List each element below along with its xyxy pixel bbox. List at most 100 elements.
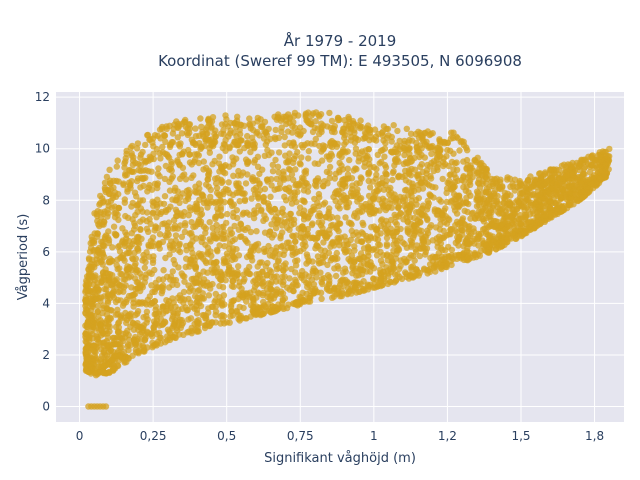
data-point: [371, 284, 379, 291]
data-point: [342, 149, 349, 156]
data-point: [272, 224, 280, 232]
data-point: [400, 216, 407, 223]
data-point: [591, 157, 599, 164]
data-point: [83, 329, 90, 336]
y-tick-label: 6: [42, 245, 50, 259]
x-tick-label: 0,75: [287, 429, 314, 443]
data-point: [186, 190, 193, 197]
data-point: [326, 205, 333, 212]
data-point: [118, 271, 126, 278]
y-tick-label: 4: [42, 296, 50, 310]
data-point: [212, 215, 219, 222]
data-point: [115, 288, 122, 296]
data-point: [227, 226, 234, 233]
data-point: [146, 215, 153, 223]
data-point: [267, 292, 275, 299]
data-point: [263, 176, 271, 184]
data-point: [458, 217, 466, 224]
data-point: [485, 232, 492, 239]
data-point: [284, 128, 292, 135]
data-point: [208, 123, 215, 130]
data-point: [294, 257, 301, 264]
data-point: [385, 132, 392, 139]
data-point: [586, 169, 594, 176]
data-point: [161, 193, 169, 200]
data-point: [162, 254, 169, 262]
data-point: [528, 184, 535, 191]
data-point: [499, 205, 506, 212]
data-point: [155, 165, 162, 172]
data-point: [351, 283, 359, 290]
data-point: [387, 148, 395, 155]
data-point: [297, 131, 304, 138]
data-point: [318, 124, 325, 131]
data-point: [370, 189, 378, 196]
data-point: [130, 168, 137, 175]
data-point: [290, 155, 298, 162]
data-point: [421, 266, 428, 273]
data-point: [358, 175, 365, 182]
data-point: [250, 186, 258, 193]
data-point: [99, 309, 106, 317]
data-point: [271, 308, 278, 315]
data-point: [327, 140, 334, 147]
data-point: [455, 254, 463, 261]
data-point: [401, 187, 409, 194]
data-point: [88, 327, 95, 334]
data-point: [82, 281, 90, 289]
data-point: [185, 282, 192, 289]
data-point: [186, 129, 193, 137]
data-point: [187, 315, 195, 322]
data-point: [259, 291, 266, 299]
data-point: [294, 149, 301, 156]
data-point: [154, 170, 161, 177]
data-point: [112, 352, 119, 359]
data-point: [397, 209, 404, 217]
data-point: [457, 138, 464, 146]
data-point: [414, 148, 421, 156]
data-points: [82, 109, 613, 410]
data-point: [233, 123, 240, 131]
data-point: [378, 180, 385, 187]
data-point: [312, 135, 319, 143]
data-point: [240, 304, 247, 312]
data-point: [303, 279, 310, 287]
data-point: [161, 175, 169, 183]
data-point: [521, 198, 528, 205]
data-point: [369, 209, 376, 216]
data-point: [401, 172, 409, 179]
data-point: [580, 165, 588, 173]
data-point: [110, 366, 117, 374]
data-point: [266, 267, 273, 274]
data-point: [248, 134, 256, 141]
data-point: [556, 191, 563, 198]
data-point: [567, 182, 574, 190]
data-point: [192, 141, 199, 148]
data-point: [223, 319, 231, 326]
data-point: [248, 195, 255, 202]
data-point: [128, 284, 135, 291]
data-point: [432, 263, 440, 270]
data-point: [531, 222, 538, 229]
data-point: [241, 226, 249, 233]
data-point: [250, 287, 258, 294]
data-point: [305, 298, 312, 305]
data-point: [502, 227, 509, 234]
data-point: [186, 230, 193, 237]
data-point: [417, 163, 424, 170]
data-point: [219, 302, 226, 309]
data-point: [335, 227, 342, 235]
data-point: [208, 252, 215, 260]
data-point: [174, 281, 181, 289]
data-point: [441, 139, 448, 146]
data-point: [582, 158, 590, 165]
data-point: [479, 237, 486, 244]
data-point: [129, 142, 136, 150]
data-point: [461, 221, 469, 228]
data-point: [131, 220, 138, 227]
data-point: [478, 172, 485, 179]
data-point: [221, 243, 228, 250]
data-point: [368, 224, 375, 231]
data-point: [556, 175, 563, 182]
data-point: [402, 269, 409, 276]
